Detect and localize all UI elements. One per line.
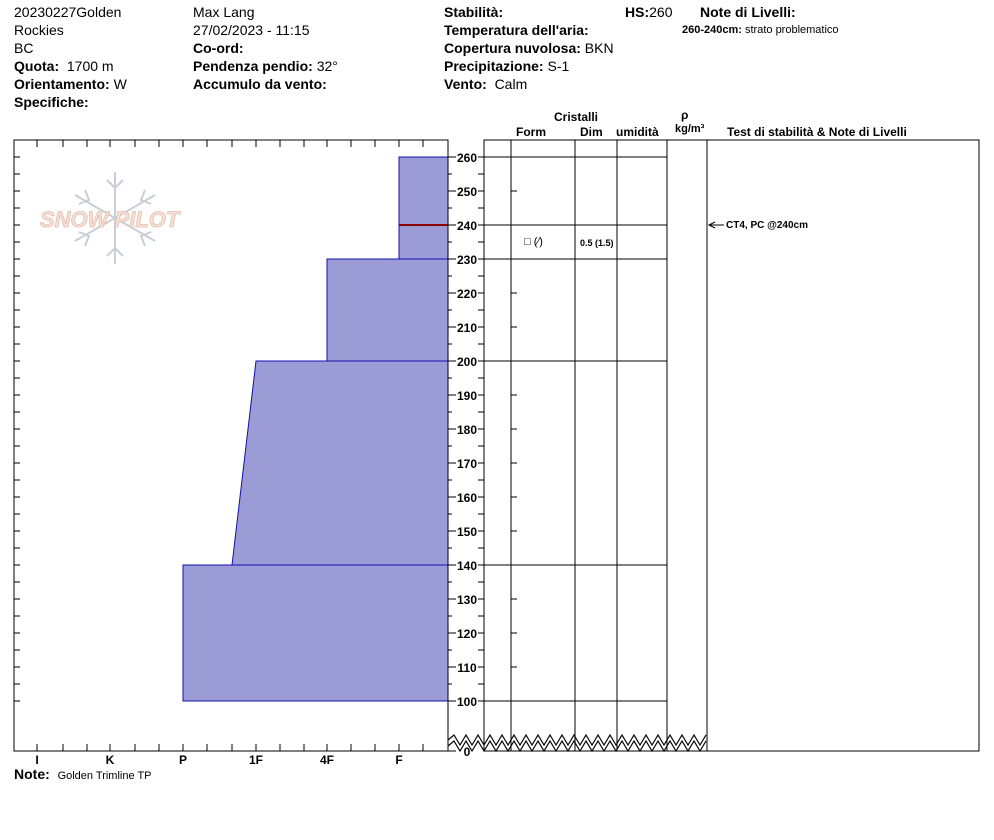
accumulo-label: Accumulo da vento: [193,76,327,92]
orient-field: Orientamento: W [14,76,127,92]
depth-tick-label: 250 [457,185,477,199]
depth-tick-label: 190 [457,389,477,403]
x-label: P [179,753,187,767]
axis-break-upper [447,733,707,747]
hardness-layer [398,156,449,260]
pendenza-field: Pendenza pendio: 32° [193,58,338,74]
specifiche-label: Specifiche: [14,94,89,110]
layer-note-range: 260-240cm: [682,24,742,36]
crystal-dim: 0.5 (1.5) [580,238,614,248]
x-label: I [35,753,38,767]
depth-tick-label: 110 [457,661,477,675]
depth-tick-label: 170 [457,457,477,471]
precip-label: Precipitazione: [444,58,544,74]
pendenza-value: 32° [316,58,338,74]
note-livelli-label: Note di Livelli: [700,4,796,20]
footer-note-value: Golden Trimline TP [57,770,152,782]
depth-tick-label: 200 [457,355,477,369]
stability-arrow-head [707,221,716,229]
stabilita-label: Stabilità: [444,4,504,20]
dim-header: Dim [580,125,603,139]
crystal-table [447,139,980,753]
depth-tick-label: 100 [457,695,477,709]
observer-name: Max Lang [193,4,255,20]
depth-tick-label: 240 [457,219,477,233]
axis-break-lower [447,739,707,753]
vento-value: Calm [494,76,528,92]
station-name: 20230227Golden [14,4,122,20]
depth-tick-label: 140 [457,559,477,573]
table-frame [483,139,980,752]
snow-pilot-logo: SNOW PILOT [40,172,181,264]
logo-text: SNOW PILOT [40,207,181,232]
pendenza-label: Pendenza pendio: [193,58,313,74]
x-label: F [395,753,402,767]
vento-label: Vento: [444,76,487,92]
hardness-axis-labels: I K P 1F 4F F [35,753,402,767]
depth-tick-label: 220 [457,287,477,301]
temp-label: Temperatura dell'aria: [444,22,589,38]
layer-note: 260-240cm: strato problematico [682,24,839,37]
obs-datetime: 27/02/2023 - 11:15 [193,22,310,38]
x-label: 4F [320,753,334,767]
footer-note: Note: Golden Trimline TP [14,766,152,783]
station-province: BC [14,40,34,56]
depth-tick-label: 160 [457,491,477,505]
depth-tick-label: 150 [457,525,477,539]
vento-field: Vento: Calm [444,76,527,92]
depth-tick-label: 210 [457,321,477,335]
stability-header: Test di stabilità & Note di Livelli [727,125,907,139]
hardness-layer [182,564,449,702]
coord-label: Co-ord: [193,40,244,56]
orient-label: Orientamento: [14,76,110,92]
precip-value: S-1 [547,58,570,74]
copertura-field: Copertura nuvolosa: BKN [444,40,614,56]
depth-tick-label: 120 [457,627,477,641]
copertura-value: BKN [584,40,614,56]
quota-value: 1700 m [66,58,114,74]
x-label: 1F [249,753,263,767]
stability-test-label: CT4, PC @240cm [726,220,809,231]
hs-field: HS:260 [625,4,672,20]
x-label: K [106,753,115,767]
depth-tick-label: 130 [457,593,477,607]
quota-field: Quota: 1700 m [14,58,114,74]
form-header: Form [516,125,546,139]
quota-label: Quota: [14,58,60,74]
hardness-layer [231,360,449,566]
crystal-form: □ (⁄) [524,236,543,248]
precip-field: Precipitazione: S-1 [444,58,569,74]
hardness-layer [326,258,449,362]
station-region: Rockies [14,22,64,38]
density-unit-header: kg/m³ [675,123,705,135]
copertura-label: Copertura nuvolosa: [444,40,581,56]
hardness-profile [182,156,449,702]
hs-value: 260 [649,4,673,20]
depth-tick-label: 230 [457,253,477,267]
depth-tick-label: 180 [457,423,477,437]
rho-header: ρ [681,108,689,122]
hardness-axis-ticks [13,140,449,751]
footer-note-label: Note: [14,766,50,782]
orient-value: W [113,76,127,92]
depth-tick-label: 260 [457,151,477,165]
depth-axis: 260 250 240 230 220 210 200 190 180 170 160 150 140 1… [448,140,485,759]
cristalli-header: Cristalli [554,110,599,124]
layer-note-text: strato problematico [745,24,839,36]
depth-tick-label: 0 [464,745,471,759]
umidita-header: umidità [616,125,659,139]
hs-label: HS: [625,4,650,20]
